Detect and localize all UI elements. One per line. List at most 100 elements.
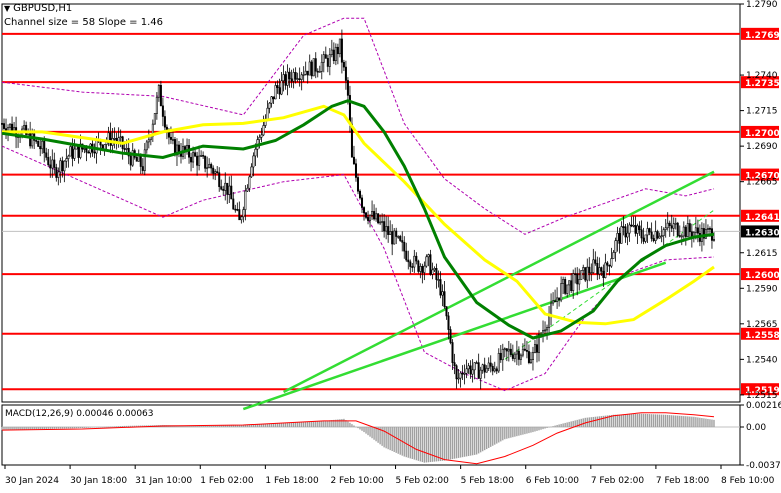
macd-bar — [190, 425, 192, 428]
y-tick-label: 1.2715 — [746, 107, 778, 117]
candle-body — [318, 71, 321, 73]
candle-body — [654, 231, 657, 241]
macd-bar — [524, 427, 526, 435]
macd-bar — [417, 427, 420, 461]
candle-body — [248, 176, 251, 189]
macd-bar — [443, 427, 446, 461]
candle-body — [712, 239, 715, 241]
candle-body — [192, 152, 195, 163]
macd-bar — [73, 427, 76, 429]
macd-bar — [701, 418, 703, 428]
candle-body — [322, 54, 325, 63]
candle-body — [389, 231, 392, 235]
candle-body — [278, 87, 281, 95]
macd-bar — [399, 427, 401, 455]
macd-bar — [606, 415, 609, 428]
candle-body — [630, 224, 633, 227]
macd-bar — [17, 427, 19, 430]
candle-body — [298, 78, 301, 80]
candle-body — [340, 38, 343, 63]
macd-bar — [49, 427, 51, 429]
macd-bar — [630, 414, 633, 428]
candle-body — [531, 352, 534, 360]
macd-bar — [658, 414, 661, 428]
candle-body — [485, 367, 488, 373]
candle-body — [73, 148, 76, 159]
x-tick-label: 5 Feb 18:00 — [461, 476, 515, 486]
candle-body — [451, 342, 454, 363]
envelope-upper — [1, 17, 715, 235]
candle-body — [304, 70, 307, 75]
macd-bar — [516, 427, 518, 437]
candle-body — [226, 182, 229, 195]
candle-body — [618, 232, 621, 244]
candle-body — [59, 160, 62, 173]
macd-bar — [75, 427, 78, 429]
macd-bar — [471, 427, 474, 456]
candle-body — [169, 136, 172, 140]
macd-bar — [244, 424, 247, 428]
macd-bar — [367, 427, 369, 436]
macd-bar — [638, 413, 641, 428]
candle-body — [546, 327, 549, 331]
candle-body — [198, 155, 201, 166]
candle-body — [425, 256, 428, 267]
macd-bar — [677, 415, 679, 428]
macd-bar — [339, 419, 341, 428]
candle-body — [79, 143, 82, 158]
macd-bar — [594, 416, 597, 428]
candle-body — [161, 105, 164, 117]
macd-bar — [67, 427, 70, 429]
candle-body — [373, 211, 376, 220]
macd-bar — [488, 427, 490, 448]
candle-body — [145, 141, 148, 151]
macd-bar — [652, 414, 655, 428]
macd-bar — [520, 427, 522, 436]
macd-bar — [650, 414, 653, 428]
candle-body — [143, 149, 146, 171]
candle-body — [119, 136, 122, 139]
candle-body — [244, 190, 247, 210]
y-tick-label: 1.2740 — [746, 71, 778, 81]
candle-body — [578, 279, 581, 285]
macd-bar — [431, 427, 434, 462]
macd-bar — [109, 426, 112, 428]
macd-bar — [83, 427, 86, 428]
candle-body — [638, 225, 641, 231]
candle-body — [688, 223, 691, 233]
macd-bar — [319, 421, 321, 428]
macd-bar — [357, 427, 359, 429]
candle-body — [39, 146, 42, 150]
macd-bar — [216, 425, 218, 428]
macd-bar — [437, 427, 440, 462]
macd-bar — [681, 415, 683, 428]
macd-bar — [196, 425, 198, 428]
candle-body — [537, 334, 541, 353]
macd-bar — [560, 423, 562, 428]
macd-bar — [522, 427, 524, 435]
macd-bar — [514, 427, 516, 437]
candle-body — [85, 148, 88, 153]
candle-body — [662, 229, 665, 237]
macd-bar — [224, 425, 226, 428]
candle-body — [600, 267, 603, 272]
candle-body — [499, 352, 502, 361]
macd-bar — [113, 426, 116, 428]
macd-bar — [636, 413, 639, 428]
candle-body — [395, 230, 398, 237]
candle-body — [363, 207, 366, 214]
macd-bar — [276, 423, 279, 428]
macd-bar — [381, 427, 383, 446]
candle-body — [47, 157, 50, 166]
macd-bar — [502, 427, 504, 441]
macd-bar — [294, 422, 297, 428]
candle-body — [346, 80, 349, 96]
candle-body — [429, 254, 432, 275]
macd-bar — [667, 414, 669, 428]
macd-bar — [228, 425, 230, 428]
y-tick-label: 1.2590 — [746, 284, 778, 294]
candle-body — [53, 159, 56, 168]
y-tick-label: 1.2540 — [746, 355, 778, 365]
macd-bar — [347, 421, 349, 428]
candle-body — [262, 125, 265, 136]
